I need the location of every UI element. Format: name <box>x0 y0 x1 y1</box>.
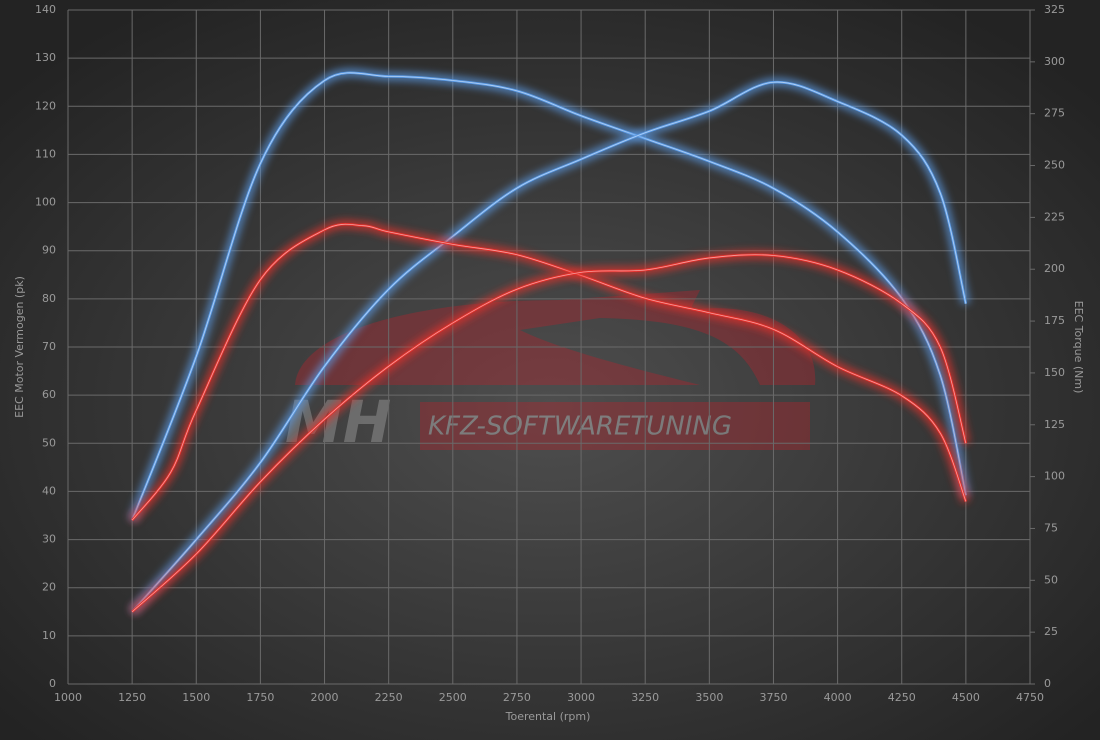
x-tick-label: 1500 <box>182 691 210 704</box>
y-axis-title: EEC Motor Vermogen (pk) <box>13 276 26 418</box>
x-tick-label: 4750 <box>1016 691 1044 704</box>
line-core <box>131 81 967 613</box>
x-tick-label: 3500 <box>695 691 723 704</box>
y-tick-label: 80 <box>42 292 56 305</box>
x-tick-label: 3250 <box>631 691 659 704</box>
y-tick-label: 110 <box>35 147 56 160</box>
line-core <box>131 72 967 521</box>
watermark: MH KFZ-SOFTWARETUNING <box>285 290 816 456</box>
x-tick-label: 1750 <box>246 691 274 704</box>
x-tick-label: 4000 <box>824 691 852 704</box>
y2-tick-label: 250 <box>1044 159 1065 172</box>
y-tick-label: 60 <box>42 388 56 401</box>
y-tick-label: 40 <box>42 484 56 497</box>
x-tick-label: 4250 <box>888 691 916 704</box>
x-tick-label: 3000 <box>567 691 595 704</box>
x-axis-title: Toerental (rpm) <box>505 710 591 723</box>
y-tick-label: 20 <box>42 581 56 594</box>
x-tick-label: 2000 <box>311 691 339 704</box>
y-tick-label: 130 <box>35 51 56 64</box>
y-tick-label: 120 <box>35 99 56 112</box>
x-tick-label: 3750 <box>759 691 787 704</box>
y2-tick-label: 25 <box>1044 625 1058 638</box>
y2-tick-label: 225 <box>1044 210 1065 223</box>
line-core <box>131 223 967 521</box>
y2-tick-label: 300 <box>1044 55 1065 68</box>
y2-tick-label: 75 <box>1044 521 1058 534</box>
x-tick-label: 4500 <box>952 691 980 704</box>
y-tick-label: 70 <box>42 340 56 353</box>
y-tick-label: 50 <box>42 436 56 449</box>
y2-axis-title: EEC Torque (Nm) <box>1072 301 1085 394</box>
watermark-car <box>295 290 816 385</box>
watermark-band <box>420 402 810 450</box>
y2-tick-label: 50 <box>1044 573 1058 586</box>
y2-tick-label: 325 <box>1044 3 1065 16</box>
y2-tick-label: 175 <box>1044 314 1065 327</box>
watermark-text: KFZ-SOFTWARETUNING <box>428 412 732 442</box>
y-tick-label: 0 <box>49 677 56 690</box>
line-core <box>131 254 967 613</box>
y-tick-label: 90 <box>42 244 56 257</box>
x-tick-label: 2500 <box>439 691 467 704</box>
y-tick-label: 100 <box>35 196 56 209</box>
y2-tick-label: 125 <box>1044 418 1065 431</box>
y2-tick-label: 0 <box>1044 677 1051 690</box>
y-tick-label: 30 <box>42 533 56 546</box>
y-tick-label: 140 <box>35 3 56 16</box>
y2-tick-label: 200 <box>1044 262 1065 275</box>
y-tick-label: 10 <box>42 629 56 642</box>
y2-tick-label: 150 <box>1044 366 1065 379</box>
x-tick-label: 1250 <box>118 691 146 704</box>
y2-tick-label: 275 <box>1044 107 1065 120</box>
y2-tick-label: 100 <box>1044 470 1065 483</box>
x-tick-label: 2750 <box>503 691 531 704</box>
x-tick-label: 1000 <box>54 691 82 704</box>
x-tick-label: 2250 <box>375 691 403 704</box>
